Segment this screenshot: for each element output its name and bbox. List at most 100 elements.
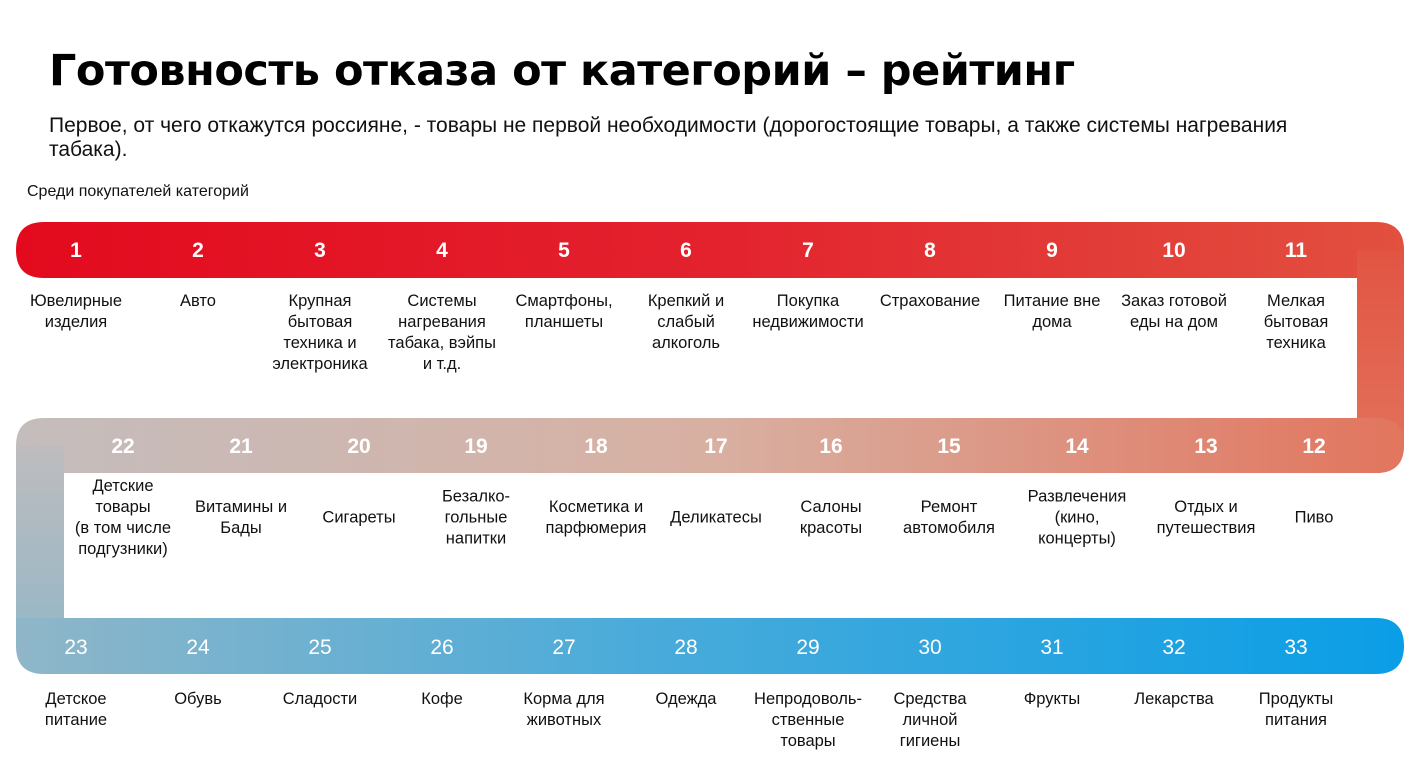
page-title: Готовность отказа от категорий – рейтинг xyxy=(49,46,1075,96)
rank-number: 5 xyxy=(558,239,570,262)
category-label-line: Безалко- xyxy=(441,487,511,506)
category-label-line: ственные xyxy=(771,711,845,729)
category-label: Крупная бытовая техника и электроника xyxy=(258,291,382,375)
category-label-line: Салоны xyxy=(800,498,862,516)
rank-number: 7 xyxy=(802,239,814,262)
category-label-line: бытовая xyxy=(1263,313,1329,331)
category-label-line: Одежда xyxy=(655,690,717,708)
category-label-line: планшеты xyxy=(524,313,604,331)
category-label-line: Детское xyxy=(45,690,107,708)
category-label: Смартфоны, планшеты xyxy=(502,291,626,333)
category-label-line: бытовая xyxy=(287,313,353,331)
category-label-line: Питание вне xyxy=(1003,292,1101,310)
category-label-line: личной xyxy=(902,711,958,729)
category-label: Безалко-гольные напитки xyxy=(414,487,538,550)
category-label-line: концерты) xyxy=(1038,529,1116,548)
rank-number: 18 xyxy=(584,435,608,458)
category-label-line: (в том числе xyxy=(74,519,172,537)
rank-number: 27 xyxy=(552,636,576,659)
rank-number: 10 xyxy=(1162,239,1186,262)
page-subtitle: Первое, от чего откажутся россияне, - то… xyxy=(49,114,1288,161)
category-label: Средства личной гигиены xyxy=(868,689,992,752)
rank-number: 12 xyxy=(1302,435,1326,458)
category-label-line: Сладости xyxy=(282,690,358,708)
rank-number: 4 xyxy=(436,239,448,262)
category-label: Сигареты xyxy=(297,508,421,529)
category-label: Питание вне дома xyxy=(990,291,1114,333)
category-label-line: изделия xyxy=(44,313,108,331)
category-label: Отдых и путешествия xyxy=(1144,497,1268,539)
category-label: Деликатесы xyxy=(654,508,778,529)
category-label-line: еды на дом xyxy=(1130,313,1218,331)
rank-number: 24 xyxy=(186,636,210,659)
category-label: Косметика и парфюмерия xyxy=(534,497,658,539)
rank-number: 25 xyxy=(308,636,332,659)
category-label-line: Средства xyxy=(893,690,967,708)
rank-number: 21 xyxy=(229,435,253,458)
category-label: Заказ готовой еды на дом xyxy=(1112,291,1236,333)
category-label-line: Заказ готовой xyxy=(1121,292,1227,310)
category-label-line: (кино, xyxy=(1054,508,1100,527)
category-label-line: нагревания xyxy=(398,313,486,331)
category-label-line: электроника xyxy=(272,355,368,373)
category-label-line: животных xyxy=(526,711,602,729)
category-label-line: недвижимости xyxy=(752,313,864,331)
category-label-line: Страхование xyxy=(879,292,981,310)
category-label-line: Корма для xyxy=(523,690,605,708)
category-label-line: Лекарства xyxy=(1134,690,1214,708)
category-label: Крепкий и слабый алкоголь xyxy=(624,291,748,354)
rank-number: 33 xyxy=(1284,636,1308,659)
category-label-line: дома xyxy=(1032,313,1072,331)
category-label-line: Деликатесы xyxy=(670,508,762,527)
category-label: Лекарства xyxy=(1112,689,1236,710)
rank-number: 20 xyxy=(347,435,371,458)
category-label-line: техника и xyxy=(283,334,357,352)
category-label: Детское питание xyxy=(14,689,138,731)
rank-number: 14 xyxy=(1065,435,1089,458)
rank-number: 8 xyxy=(924,239,936,262)
rank-number: 26 xyxy=(430,636,454,659)
category-label-line: Отдых и xyxy=(1174,498,1238,516)
rank-number: 23 xyxy=(64,636,88,659)
category-label: Страхование xyxy=(868,291,992,312)
rank-number: 2 xyxy=(192,239,204,262)
rank-number: 13 xyxy=(1194,435,1218,458)
category-label-line: Авто xyxy=(180,292,216,310)
category-label: Салоны красоты xyxy=(769,497,893,539)
category-label-line: питание xyxy=(44,711,108,729)
category-label: Витамины и Бады xyxy=(179,497,303,539)
category-label-line: Сигареты xyxy=(322,508,396,527)
category-label: Фрукты xyxy=(990,689,1114,710)
category-label: Обувь xyxy=(136,689,260,710)
category-label-line: парфюмерия xyxy=(545,519,647,537)
category-label-line: Фрукты xyxy=(1023,690,1081,708)
category-label-line: Мелкая xyxy=(1267,292,1325,310)
category-label-line: автомобиля xyxy=(903,519,995,537)
category-label-line: техника xyxy=(1266,334,1326,352)
category-label-line: Развлечения xyxy=(1027,487,1127,506)
category-label: Продукты питания xyxy=(1234,689,1358,731)
rank-number: 31 xyxy=(1040,636,1064,659)
category-label-line: напитки xyxy=(445,529,507,548)
category-label-line: подгузники) xyxy=(78,540,168,558)
category-label-line: Косметика и xyxy=(548,498,644,516)
category-label: Непродоволь-ственные товары xyxy=(746,689,870,752)
rank-number: 11 xyxy=(1284,239,1308,262)
category-label-line: Крепкий и xyxy=(647,292,725,310)
category-label: Детские товары (в том числе подгузники) xyxy=(61,476,185,560)
category-label-line: питания xyxy=(1265,711,1327,729)
category-label-line: Детские xyxy=(92,477,154,495)
category-label: Корма для животных xyxy=(502,689,626,731)
category-label-line: Смартфоны, xyxy=(515,292,613,310)
category-label: Покупка недвижимости xyxy=(746,291,870,333)
category-label: Кофе xyxy=(380,689,504,710)
category-label-line: Покупка xyxy=(776,292,840,310)
category-label: Пиво xyxy=(1252,508,1376,529)
category-label: Развлечения (кино, концерты) xyxy=(1015,487,1139,550)
rank-number: 15 xyxy=(937,435,961,458)
category-label-line: табака, вэйпы xyxy=(388,334,496,352)
category-label-line: красоты xyxy=(799,519,863,537)
rank-number: 9 xyxy=(1046,239,1058,262)
category-label: Авто xyxy=(136,291,260,312)
